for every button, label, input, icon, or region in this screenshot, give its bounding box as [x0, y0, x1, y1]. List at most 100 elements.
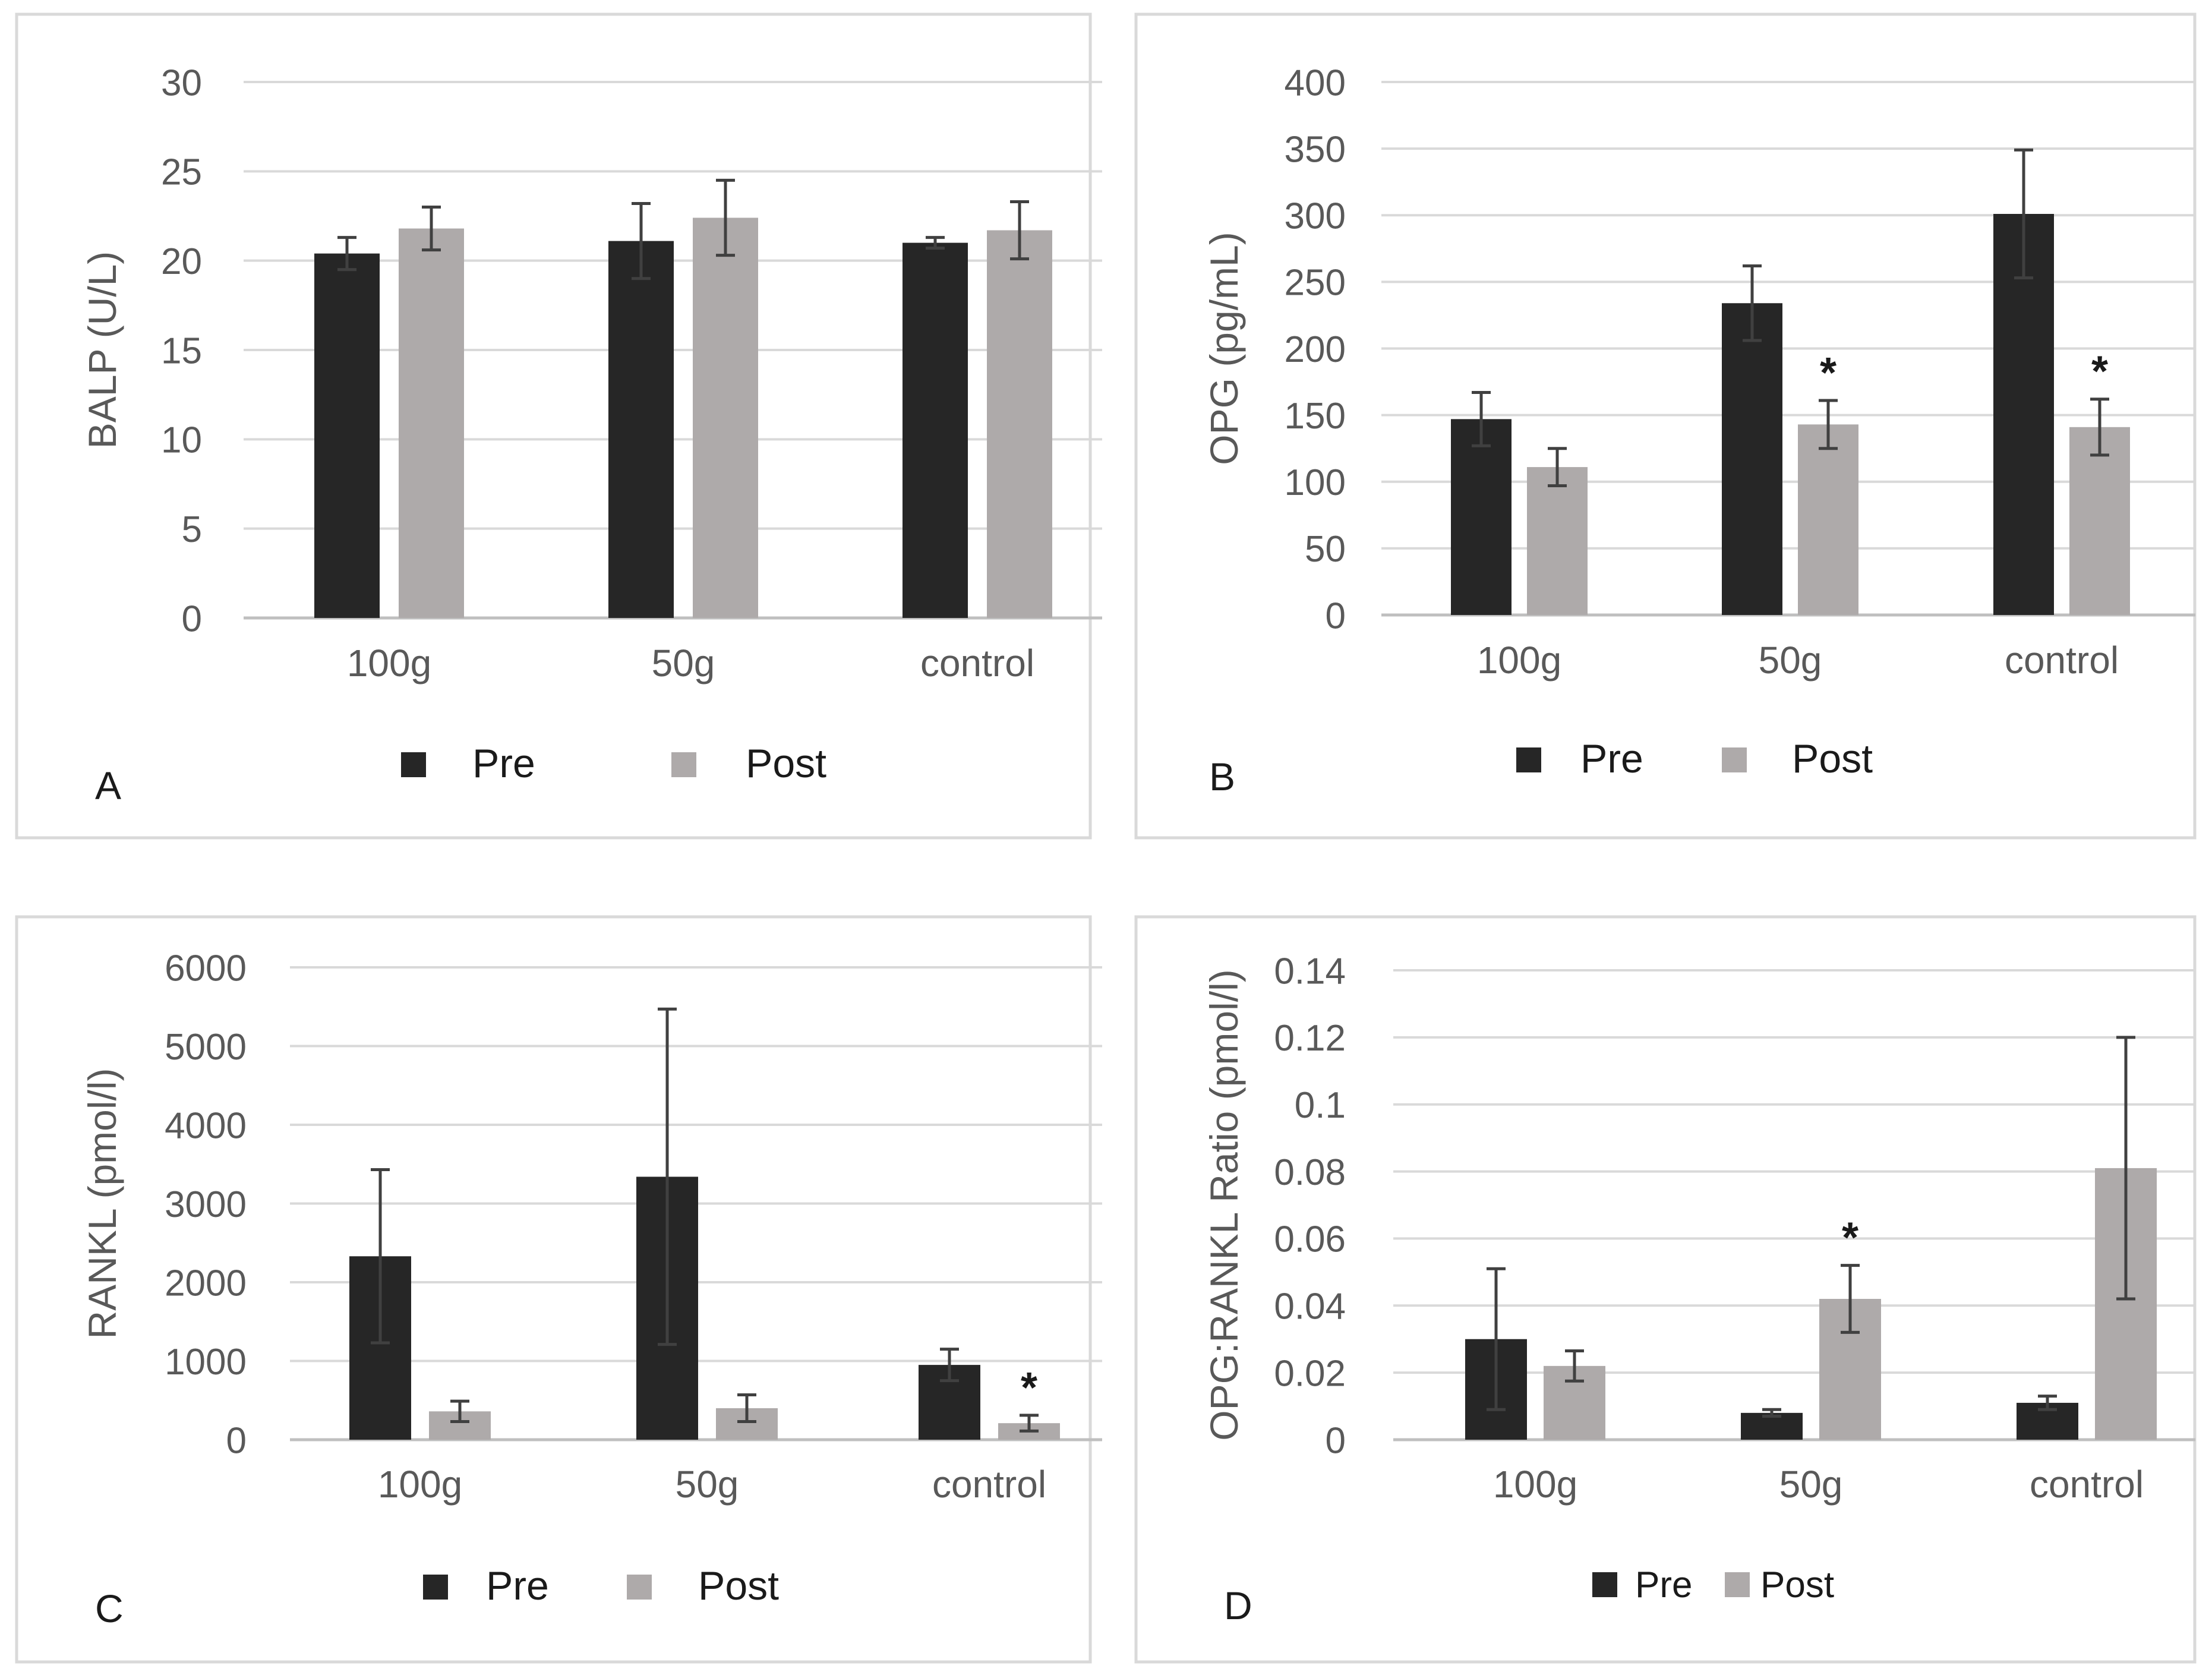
legend-swatch-post [1725, 1572, 1750, 1597]
y-tick-label: 0.06 [1274, 1219, 1346, 1260]
panel-label: C [95, 1586, 124, 1630]
x-tick-label: 50g [652, 642, 715, 684]
y-tick-label: 4000 [165, 1105, 247, 1146]
x-tick-label: control [2030, 1463, 2144, 1506]
legend-label-pre: Pre [486, 1563, 549, 1608]
y-tick-label: 0 [182, 598, 202, 639]
error-bar [940, 1348, 959, 1383]
legend-label-pre: Pre [1580, 736, 1643, 781]
legend-label-post: Post [1792, 736, 1873, 781]
y-tick-label: 50 [1305, 529, 1346, 570]
error-bar [1020, 1414, 1039, 1433]
legend-swatch-pre [401, 752, 426, 777]
error-bar [371, 1168, 390, 1345]
bar-post-100g [399, 228, 464, 619]
legend-swatch-pre [1516, 747, 1541, 772]
panel-label: A [95, 764, 121, 807]
error-bar [1010, 200, 1029, 261]
y-tick-label: 200 [1285, 329, 1346, 370]
x-tick-label: control [932, 1463, 1046, 1506]
significance-marker: * [1842, 1215, 1858, 1262]
error-bar [1565, 1349, 1584, 1383]
error-bar [2038, 1395, 2057, 1411]
error-bar [422, 205, 441, 252]
error-bar [1743, 264, 1762, 342]
y-tick-label: 5 [182, 509, 202, 550]
legend-label-post: Post [698, 1563, 779, 1608]
error-bar [716, 178, 735, 257]
y-tick-label: 3000 [165, 1184, 247, 1225]
x-tick-label: 100g [347, 642, 431, 684]
error-bar [337, 236, 356, 272]
error-bar [1819, 399, 1838, 450]
panel-label: B [1209, 755, 1235, 799]
bar-pre-100g [314, 253, 380, 618]
y-tick-label: 2000 [165, 1263, 247, 1304]
legend-swatch-pre [1592, 1572, 1617, 1597]
x-tick-label: 50g [676, 1463, 739, 1506]
y-tick-label: 25 [161, 152, 202, 193]
y-tick-label: 150 [1285, 396, 1346, 437]
chart-panel-A: 0 5 10 15 20 25 30 BALP (U/L) 100g 50g control Pre P… [15, 12, 1102, 840]
y-tick-label: 300 [1285, 196, 1346, 237]
y-tick-label: 0.1 [1295, 1085, 1346, 1126]
bar-post-100g [1527, 467, 1588, 615]
y-tick-label: 0.04 [1274, 1286, 1346, 1327]
y-tick-label: 6000 [165, 948, 247, 989]
y-axis-label: BALP (U/L) [80, 251, 124, 449]
x-tick-label: 50g [1759, 639, 1822, 682]
x-tick-label: 100g [1477, 639, 1561, 682]
y-tick-label: 250 [1285, 263, 1346, 304]
y-tick-label: 0.08 [1274, 1152, 1346, 1193]
error-bar [2116, 1036, 2135, 1301]
error-bar [658, 1007, 677, 1346]
error-bar [1762, 1408, 1781, 1418]
significance-marker: * [2091, 348, 2108, 396]
error-bar [2090, 398, 2109, 457]
bar-pre-control [903, 242, 968, 619]
y-tick-label: 10 [161, 420, 202, 461]
legend-label-pre: Pre [1635, 1564, 1692, 1605]
error-bar [1548, 447, 1567, 487]
error-bar [737, 1393, 756, 1424]
y-tick-label: 0.12 [1274, 1018, 1346, 1059]
y-tick-label: 0 [1326, 1420, 1346, 1461]
chart-panel-D: 0 0.02 0.04 0.06 0.08 0.1 0.12 0.14 OPG:RANKL Ra… [1134, 915, 2197, 1664]
panel-label: D [1224, 1583, 1252, 1627]
error-bar [1841, 1264, 1860, 1334]
panel-border [1134, 12, 2197, 840]
chart-panel-B: 0 50 100 150 200 250 300 350 400 OPG (pg/mL) 100g 5… [1134, 12, 2197, 840]
legend-swatch-post [671, 752, 696, 777]
bar-post-50g [1798, 424, 1858, 615]
bar-pre-50g [1722, 303, 1782, 615]
x-tick-label: 100g [378, 1463, 462, 1506]
y-tick-label: 15 [161, 330, 202, 371]
y-tick-label: 0 [1326, 595, 1346, 636]
legend-swatch-pre [423, 1575, 448, 1600]
x-tick-label: 50g [1779, 1463, 1843, 1506]
legend-label-post: Post [1760, 1564, 1834, 1605]
panel-border [1134, 915, 2197, 1664]
y-tick-label: 0.14 [1274, 951, 1346, 992]
significance-marker: * [1021, 1364, 1037, 1412]
x-tick-label: 100g [1493, 1463, 1577, 1506]
legend-label-post: Post [746, 741, 826, 786]
error-bar [1472, 391, 1491, 447]
y-tick-label: 350 [1285, 129, 1346, 170]
y-axis-label: OPG:RANKL Ratio (pmol/l) [1202, 969, 1246, 1440]
panel-border [15, 915, 1092, 1664]
y-tick-label: 0 [226, 1420, 247, 1461]
chart-panel-C: 0 1000 2000 3000 4000 5000 6000 RANKL (pmol/l) 1… [15, 915, 1102, 1664]
x-tick-label: control [2005, 639, 2119, 682]
bar-pre-100g [1451, 419, 1512, 615]
bar-post-control [987, 230, 1052, 618]
y-tick-label: 30 [161, 62, 202, 103]
bar-pre-50g [608, 241, 674, 618]
panel-border [15, 12, 1092, 840]
error-bar [450, 1399, 469, 1424]
legend-swatch-post [627, 1575, 652, 1600]
y-tick-label: 100 [1285, 462, 1346, 503]
error-bar [926, 236, 945, 250]
y-tick-label: 0.02 [1274, 1353, 1346, 1394]
